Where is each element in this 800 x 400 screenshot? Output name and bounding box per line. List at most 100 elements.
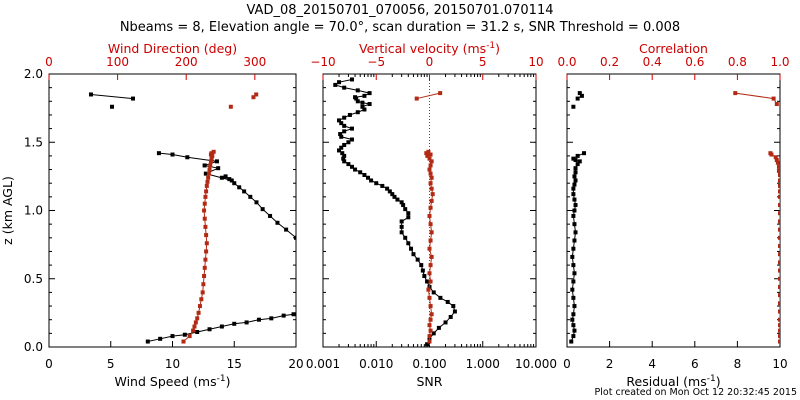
bottom-tick-label: 20 (288, 357, 303, 371)
data-point (209, 151, 214, 156)
data-point (395, 197, 400, 202)
data-point (202, 208, 207, 213)
data-point (349, 137, 354, 142)
data-point (358, 170, 363, 175)
top-tick-label: 0.4 (643, 55, 662, 69)
y-tick-label: 0.0 (24, 340, 43, 354)
bottom-axis-title: SNR (417, 374, 443, 389)
data-point (429, 175, 434, 180)
data-point (360, 100, 365, 105)
plot-footer: Plot created on Mon Oct 12 20:32:45 2015 (595, 387, 797, 398)
series-line (334, 78, 456, 345)
data-point (577, 91, 582, 96)
data-point (254, 200, 259, 205)
data-point (232, 321, 237, 326)
data-point (428, 279, 433, 284)
bottom-tick-label: 5 (107, 357, 115, 371)
data-point (573, 157, 578, 162)
data-point (430, 192, 435, 197)
data-point (227, 177, 232, 182)
data-point (778, 276, 780, 281)
data-point (428, 171, 433, 176)
data-point (572, 182, 577, 187)
data-point (347, 112, 352, 117)
data-point (778, 328, 780, 333)
data-point (204, 249, 209, 254)
data-point (195, 329, 200, 334)
data-point (431, 290, 436, 295)
data-point (399, 230, 404, 235)
data-point (208, 159, 213, 164)
data-point (337, 118, 342, 123)
data-point (427, 156, 432, 161)
data-point (401, 203, 406, 208)
data-point (156, 151, 161, 156)
data-point (203, 194, 208, 199)
data-point (342, 129, 347, 134)
data-point (195, 316, 200, 321)
data-point (232, 181, 237, 186)
data-point (572, 208, 577, 213)
top-tick-label: 0.6 (685, 55, 704, 69)
data-point (208, 163, 213, 168)
data-point (251, 95, 256, 100)
data-point (248, 194, 253, 199)
data-point (773, 155, 778, 160)
data-point (571, 312, 576, 317)
data-point (776, 168, 780, 173)
data-point (254, 92, 259, 97)
data-point (369, 178, 374, 183)
data-point (428, 181, 433, 186)
series-line (90, 93, 134, 100)
bottom-tick-label: 6 (691, 357, 699, 371)
bottom-tick-label: 1.000 (466, 357, 500, 371)
data-point (774, 102, 779, 107)
y-tick-label: 1.5 (24, 135, 43, 149)
data-point (291, 312, 296, 317)
data-point (573, 170, 578, 175)
data-point (424, 151, 429, 156)
data-point (427, 167, 432, 172)
data-point (360, 104, 365, 109)
data-point (570, 254, 575, 259)
data-point (145, 339, 150, 344)
data-point (411, 252, 416, 257)
data-point (428, 222, 433, 227)
top-tick-label: −5 (367, 55, 385, 69)
data-point (256, 317, 261, 322)
bottom-tick-label: 0.001 (306, 357, 340, 371)
top-tick-label: −10 (310, 55, 335, 69)
data-point (185, 155, 190, 160)
data-point (778, 203, 780, 208)
data-point (237, 185, 242, 190)
data-point (428, 238, 433, 243)
top-tick-label: 0.8 (728, 55, 747, 69)
bottom-tick-label: 15 (227, 357, 242, 371)
data-point (429, 198, 434, 203)
bottom-axis-title: Wind Speed (ms-1) (115, 374, 231, 389)
data-point (778, 219, 780, 224)
y-tick-label: 1.0 (24, 204, 43, 218)
data-point (571, 334, 576, 339)
data-point (362, 107, 367, 112)
data-point (406, 241, 411, 246)
data-point (443, 320, 448, 325)
data-point (778, 183, 780, 188)
panel-frame (48, 73, 297, 348)
data-point (193, 320, 198, 325)
data-point (445, 299, 450, 304)
data-point (219, 324, 224, 329)
data-point (201, 282, 206, 287)
series-line (735, 92, 778, 105)
data-point (429, 254, 434, 259)
data-point (275, 220, 280, 225)
data-point (340, 151, 345, 156)
data-point (778, 284, 780, 289)
data-point (355, 110, 360, 115)
top-tick-label: 1.0 (770, 55, 789, 69)
data-point (203, 257, 208, 262)
data-point (778, 178, 780, 183)
data-point (406, 215, 411, 220)
data-point (197, 304, 202, 309)
